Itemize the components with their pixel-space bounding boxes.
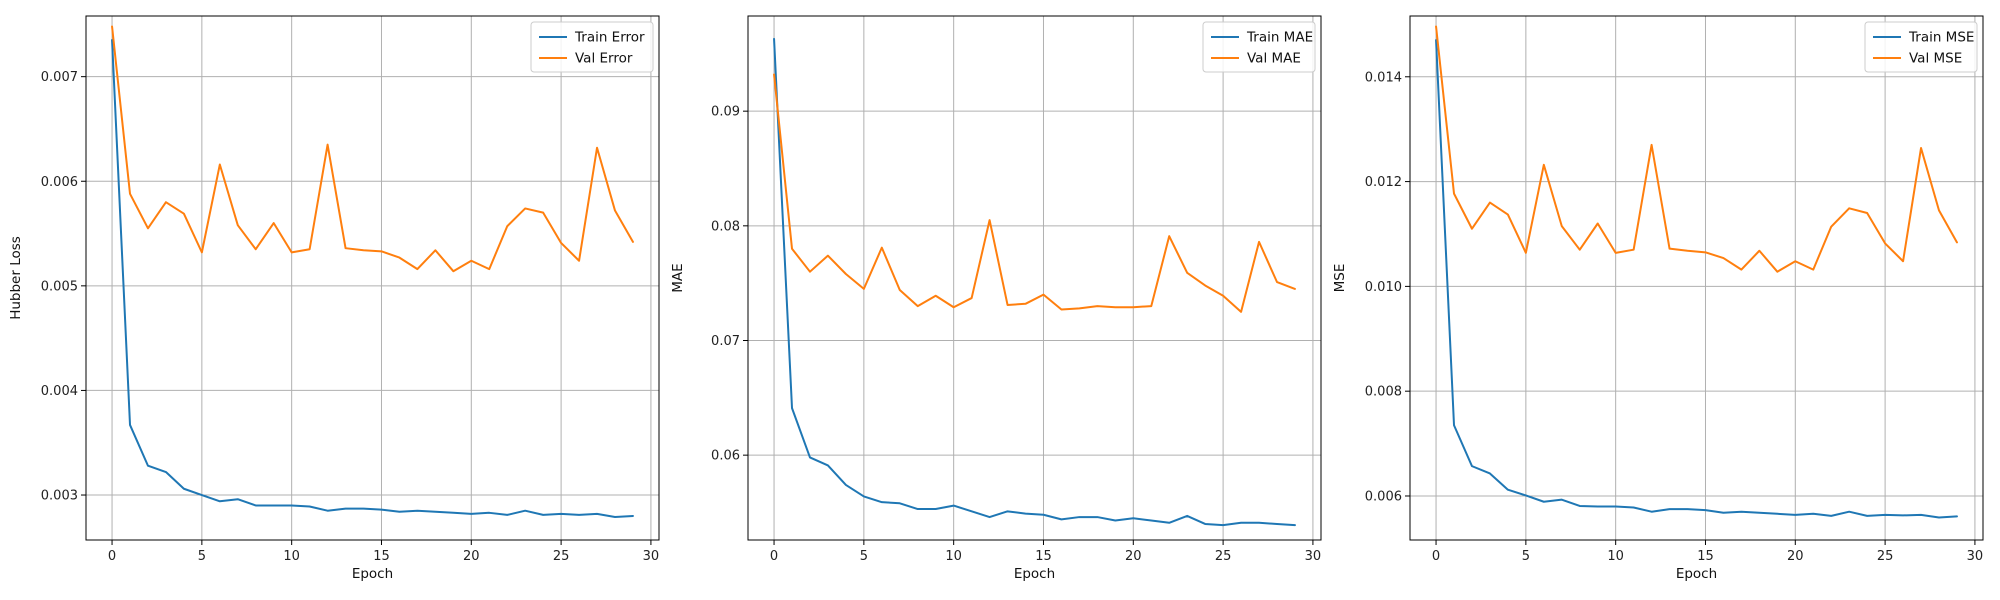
legend: Train MAE Val MAE [1202,21,1316,73]
legend-box [1202,21,1316,73]
x-tick-label: 5 [1522,549,1530,564]
x-tick-label: 25 [1215,549,1232,564]
y-axis-label: MSE [1332,264,1348,293]
y-axis-label: MAE [670,263,686,292]
x-tick-label: 30 [1305,549,1322,564]
y-tick-label: 0.004 [41,384,78,399]
x-tick-label: 30 [1967,549,1984,564]
y-tick-label: 0.005 [41,279,78,294]
x-axis-label: Epoch [352,566,393,582]
x-tick-label: 30 [643,549,660,564]
y-axis-label: Hubber Loss [8,236,24,320]
x-tick-label: 0 [1432,549,1440,564]
axes-frame [747,15,1322,541]
x-tick-label: 20 [1787,549,1804,564]
x-axis-label: Epoch [1676,566,1717,582]
x-tick-label: 5 [860,549,868,564]
series-line-val-mae [773,73,1296,313]
x-tick-label: 0 [108,549,116,564]
series-line-val-error [111,25,634,273]
series-line-train-mae [773,37,1296,527]
y-tick-label: 0.012 [1365,175,1402,190]
y-tick-label: 0.014 [1365,70,1402,85]
x-tick-label: 25 [1877,549,1894,564]
y-tick-label: 0.06 [711,449,740,464]
y-tick-label: 0.003 [41,489,78,504]
legend-label: Val MAE [1247,51,1301,67]
x-tick-label: 20 [463,549,480,564]
x-tick-label: 15 [1697,549,1714,564]
subplot-2: 0 5 10 15 20 25 30 0.06 0.07 0.08 0.09 Epoch MAE Trai… [670,15,1322,582]
y-tick-label: 0.006 [41,175,78,190]
series-line-val-mse [1435,25,1958,273]
legend-box [530,21,654,73]
legend-label: Train Error [574,30,645,46]
series-line-train-error [111,39,634,518]
x-tick-label: 25 [553,549,570,564]
legend-label: Train MSE [1908,30,1974,46]
legend: Train Error Val Error [530,21,654,73]
x-tick-label: 15 [373,549,390,564]
x-tick-label: 20 [1125,549,1142,564]
y-tick-label: 0.007 [41,70,78,85]
x-tick-label: 0 [770,549,778,564]
subplot-1: 0 5 10 15 20 25 30 0.003 0.004 0.005 0.006 0.007 Epo… [8,15,660,582]
y-tick-label: 0.09 [711,105,740,120]
x-tick-label: 5 [198,549,206,564]
y-tick-label: 0.07 [711,334,740,349]
x-tick-label: 10 [1607,549,1624,564]
series-line-train-mse [1435,39,1958,519]
y-tick-label: 0.010 [1365,280,1402,295]
legend: Train MSE Val MSE [1864,21,1978,73]
x-tick-label: 10 [283,549,300,564]
x-tick-label: 10 [945,549,962,564]
axes-frame [1409,15,1984,541]
legend-label: Val MSE [1909,51,1962,67]
subplot-3: 0 5 10 15 20 25 30 0.006 0.008 0.010 0.012 0.014 Epo… [1332,15,1984,582]
legend-box [1864,21,1978,73]
axes-frame [85,15,660,541]
legend-label: Train MAE [1246,30,1313,46]
x-tick-label: 15 [1035,549,1052,564]
y-tick-label: 0.006 [1365,489,1402,504]
y-tick-label: 0.08 [711,219,740,234]
y-tick-label: 0.008 [1365,385,1402,400]
legend-label: Val Error [575,51,633,67]
x-axis-label: Epoch [1014,566,1055,582]
